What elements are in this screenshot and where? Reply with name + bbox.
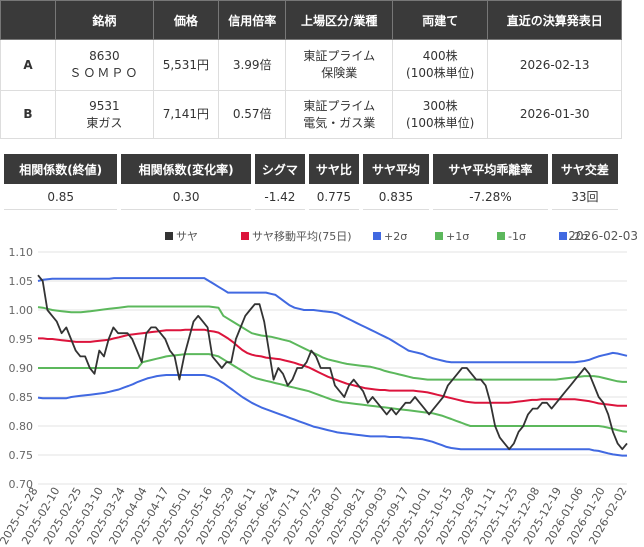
industry: 保険業: [321, 66, 358, 80]
market-cell: 東証プライム 電気・ガス業: [285, 90, 393, 139]
stock-name: ＳＯＭＰＯ: [69, 66, 140, 80]
header-stock: 銘柄: [55, 0, 154, 40]
legend-swatch[interactable]: [435, 232, 443, 240]
stat-header-spread-mean: サヤ平均: [358, 154, 434, 184]
y-axis-ticks: 0.70 0.75 0.80 0.85 0.90 0.95 1.00 1.05 1.10: [9, 246, 34, 491]
table-row: B 9531 東ガス 7,141円 0.57倍 東証プライム 電気・ガス業 30…: [0, 90, 622, 139]
header-corner: [0, 0, 56, 40]
stat-header-spread-ratio: サヤ比: [304, 154, 363, 184]
legend-swatch[interactable]: [165, 232, 173, 240]
y-tick-label: 0.90: [9, 362, 34, 375]
stock-name: 東ガス: [86, 115, 123, 130]
stat-corr-close: 0.85: [0, 184, 122, 210]
stat-spread-ratio: 0.775: [304, 184, 363, 210]
stat-sigma: -1.42: [250, 184, 309, 210]
y-tick-label: 1.00: [9, 304, 34, 317]
hedge-cell: 300株 (100株単位): [391, 90, 489, 139]
header-margin-ratio: 信用倍率: [217, 0, 287, 40]
stat-header-deviation: サヤ平均乖離率: [429, 154, 552, 184]
market-segment: 東証プライム: [303, 49, 376, 63]
stat-crossings: 33回: [547, 184, 623, 210]
industry: 電気・ガス業: [303, 115, 376, 130]
y-tick-label: 0.80: [9, 420, 34, 433]
series-line: [37, 274, 628, 451]
series-line: [37, 374, 627, 457]
stats-table: 相関係数(終値) 相関係数(変化率) シグマ サヤ比 サヤ平均 サヤ平均乖離率 …: [0, 154, 623, 210]
x-axis-ticks: 2025-01-282025-02-102025-02-252025-03-10…: [0, 485, 630, 547]
pair-table: 銘柄 価格 信用倍率 上場区分/業種 両建て 直近の決算発表日 A 8630 Ｓ…: [0, 0, 622, 139]
legend-label[interactable]: サヤ: [176, 230, 198, 243]
legend-label[interactable]: -2σ: [570, 230, 588, 243]
stock-cell[interactable]: 9531 東ガス: [55, 90, 154, 139]
stock-cell[interactable]: 8630 ＳＯＭＰＯ: [55, 39, 154, 91]
y-tick-label: 1.05: [9, 275, 34, 288]
row-label: B: [0, 90, 56, 139]
y-tick-label: 0.85: [9, 391, 34, 404]
market-cell: 東証プライム 保険業: [285, 39, 393, 91]
price-cell: 7,141円: [152, 90, 219, 139]
stat-corr-change: 0.30: [117, 184, 255, 210]
stock-code: 9531: [89, 98, 120, 113]
stat-header-crossings: サヤ交差: [547, 154, 623, 184]
stat-header-corr-close: 相関係数(終値): [0, 154, 122, 184]
margin-ratio-cell: 3.99倍: [217, 39, 287, 91]
hedge-unit: (100株単位): [406, 66, 475, 80]
y-tick-label: 0.95: [9, 333, 34, 346]
row-label: A: [0, 39, 56, 91]
legend-label[interactable]: -1σ: [508, 230, 526, 243]
earnings-date-cell: 2026-01-30: [487, 90, 622, 139]
stat-spread-mean: 0.835: [358, 184, 434, 210]
y-tick-label: 0.70: [9, 478, 34, 491]
series-line: [38, 353, 628, 433]
series-line: [37, 305, 627, 383]
stat-deviation: -7.28%: [429, 184, 552, 210]
stat-header-sigma: シグマ: [250, 154, 309, 184]
legend-label[interactable]: サヤ移動平均(75日): [252, 229, 352, 243]
stat-header-corr-change: 相関係数(変化率): [117, 154, 255, 184]
hedge-cell: 400株 (100株単位): [391, 39, 489, 91]
series-line: [37, 277, 628, 364]
chart-series: [37, 274, 628, 457]
table-row: A 8630 ＳＯＭＰＯ 5,531円 3.99倍 東証プライム 保険業 400…: [0, 39, 622, 91]
legend-swatch[interactable]: [559, 232, 567, 240]
legend-label[interactable]: +1σ: [446, 230, 469, 243]
pair-table-header: 銘柄 価格 信用倍率 上場区分/業種 両建て 直近の決算発表日: [0, 0, 622, 40]
legend-swatch[interactable]: [373, 232, 381, 240]
hedge-shares: 300株: [422, 98, 458, 113]
y-tick-label: 1.10: [9, 246, 34, 259]
market-segment: 東証プライム: [303, 98, 376, 113]
hedge-shares: 400株: [422, 49, 458, 63]
chart-legend[interactable]: サヤ サヤ移動平均(75日) +2σ +1σ -1σ -2σ: [165, 229, 588, 243]
hedge-unit: (100株単位): [406, 115, 475, 130]
y-tick-label: 0.75: [9, 449, 34, 462]
header-hedge: 両建て: [391, 0, 489, 40]
earnings-date-cell: 2026-02-13: [487, 39, 622, 91]
legend-label[interactable]: +2σ: [384, 230, 407, 243]
stock-code: 8630: [89, 49, 120, 63]
margin-ratio-cell: 0.57倍: [217, 90, 287, 139]
header-earnings-date: 直近の決算発表日: [487, 0, 622, 40]
chart-date-label: 2026-02-03: [568, 229, 638, 243]
legend-swatch[interactable]: [497, 232, 505, 240]
stats-values: 0.85 0.30 -1.42 0.775 0.835 -7.28% 33回: [0, 184, 623, 210]
header-price: 価格: [152, 0, 219, 40]
header-market: 上場区分/業種: [285, 0, 393, 40]
price-cell: 5,531円: [152, 39, 219, 91]
spread-chart: 0.70 0.75 0.80 0.85 0.90 0.95 1.00 1.05 1.10 202…: [0, 229, 638, 547]
legend-swatch[interactable]: [241, 232, 249, 240]
stats-header: 相関係数(終値) 相関係数(変化率) シグマ サヤ比 サヤ平均 サヤ平均乖離率 …: [0, 154, 623, 184]
